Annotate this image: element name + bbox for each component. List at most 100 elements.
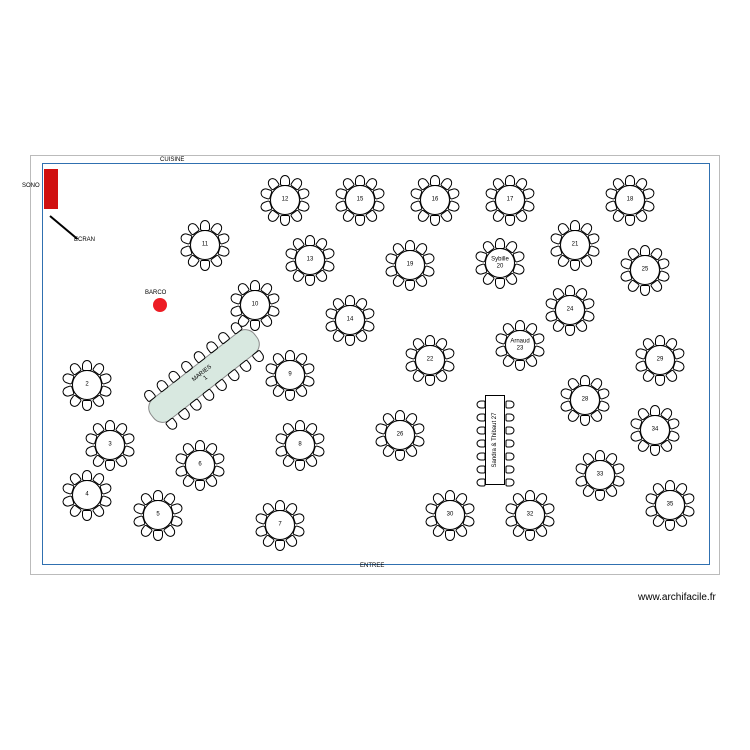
round-table-18: 18 <box>615 185 645 215</box>
table-surface: 30 <box>435 500 465 530</box>
table-number: 10 <box>252 302 259 309</box>
round-table-21: 21 <box>560 230 590 260</box>
chair <box>280 215 290 226</box>
round-table-28: 28 <box>570 385 600 415</box>
round-table-10: 10 <box>240 290 270 320</box>
table-number: 15 <box>357 197 364 204</box>
chair <box>640 245 650 256</box>
chair <box>250 280 260 291</box>
table-number: 30 <box>447 512 454 519</box>
chair <box>275 500 285 511</box>
table-number: 11 <box>202 242 208 249</box>
chair <box>425 375 435 386</box>
table-number: 34 <box>652 427 659 434</box>
sono-equipment <box>44 169 58 209</box>
table-surface: Arnaud 23 <box>505 330 535 360</box>
table-number: 16 <box>432 197 439 204</box>
chair <box>665 480 675 491</box>
chair <box>395 410 405 421</box>
chair <box>275 540 285 551</box>
table-surface: 2 <box>72 370 102 400</box>
table-surface: 24 <box>555 295 585 325</box>
chair <box>477 414 486 422</box>
chair <box>445 490 455 501</box>
round-table-16: 16 <box>420 185 450 215</box>
table-surface: 15 <box>345 185 375 215</box>
chair <box>405 240 415 251</box>
table-surface: 34 <box>640 415 670 445</box>
label-sono: SONO <box>22 183 40 189</box>
round-table-35: 35 <box>655 490 685 520</box>
chair <box>200 220 210 231</box>
round-table-19: 19 <box>395 250 425 280</box>
chair <box>506 453 515 461</box>
round-table-23: Arnaud 23 <box>505 330 535 360</box>
round-table-25: 25 <box>630 255 660 285</box>
table-number: 35 <box>667 502 674 509</box>
chair <box>495 278 505 289</box>
chair <box>355 215 365 226</box>
table-surface: 17 <box>495 185 525 215</box>
chair <box>153 490 163 501</box>
chair <box>495 238 505 249</box>
table-number: 2 <box>85 382 88 389</box>
table-number: 14 <box>347 317 354 324</box>
table-surface: 12 <box>270 185 300 215</box>
chair <box>305 275 315 286</box>
round-table-2: 2 <box>72 370 102 400</box>
table-surface: 8 <box>285 430 315 460</box>
table-surface: 29 <box>645 345 675 375</box>
chair <box>355 175 365 186</box>
table-surface: 16 <box>420 185 450 215</box>
chair <box>285 390 295 401</box>
chair <box>525 490 535 501</box>
table-number: 12 <box>282 197 289 204</box>
chair <box>425 335 435 346</box>
chair <box>506 440 515 448</box>
chair <box>345 335 355 346</box>
table-number: Arnaud 23 <box>510 338 529 351</box>
round-table-17: 17 <box>495 185 525 215</box>
table-number: 7 <box>278 522 281 529</box>
chair <box>655 335 665 346</box>
table-surface: 13 <box>295 245 325 275</box>
round-table-11: 11 <box>190 230 220 260</box>
round-table-30: 30 <box>435 500 465 530</box>
chair <box>305 235 315 246</box>
chair <box>195 440 205 451</box>
chair <box>153 530 163 541</box>
table-number: 21 <box>572 242 579 249</box>
round-table-13: 13 <box>295 245 325 275</box>
chair <box>570 220 580 231</box>
table-surface: 25 <box>630 255 660 285</box>
chair <box>506 466 515 474</box>
table-number: 26 <box>397 432 404 439</box>
label-cuisine: CUISINE <box>160 157 184 163</box>
round-table-20: Sybille 20 <box>485 248 515 278</box>
chair <box>200 260 210 271</box>
barco-equipment <box>153 298 167 312</box>
table-surface: 7 <box>265 510 295 540</box>
chair <box>580 415 590 426</box>
label-entree: ENTREE <box>360 563 384 569</box>
chair <box>640 285 650 296</box>
chair <box>477 427 486 435</box>
table-surface: 5 <box>143 500 173 530</box>
chair <box>82 510 92 521</box>
chair <box>595 450 605 461</box>
chair <box>477 466 486 474</box>
chair <box>515 320 525 331</box>
label-barco: BARCO <box>145 290 166 296</box>
table-number: 28 <box>582 397 589 404</box>
table-surface: 3 <box>95 430 125 460</box>
table-surface: 10 <box>240 290 270 320</box>
table-surface: 35 <box>655 490 685 520</box>
round-table-34: 34 <box>640 415 670 445</box>
round-table-4: 4 <box>72 480 102 510</box>
chair <box>295 460 305 471</box>
chair <box>665 520 675 531</box>
round-table-6: 6 <box>185 450 215 480</box>
table-number: 13 <box>307 257 314 264</box>
table-number: 4 <box>85 492 88 499</box>
table-number: 18 <box>627 197 634 204</box>
